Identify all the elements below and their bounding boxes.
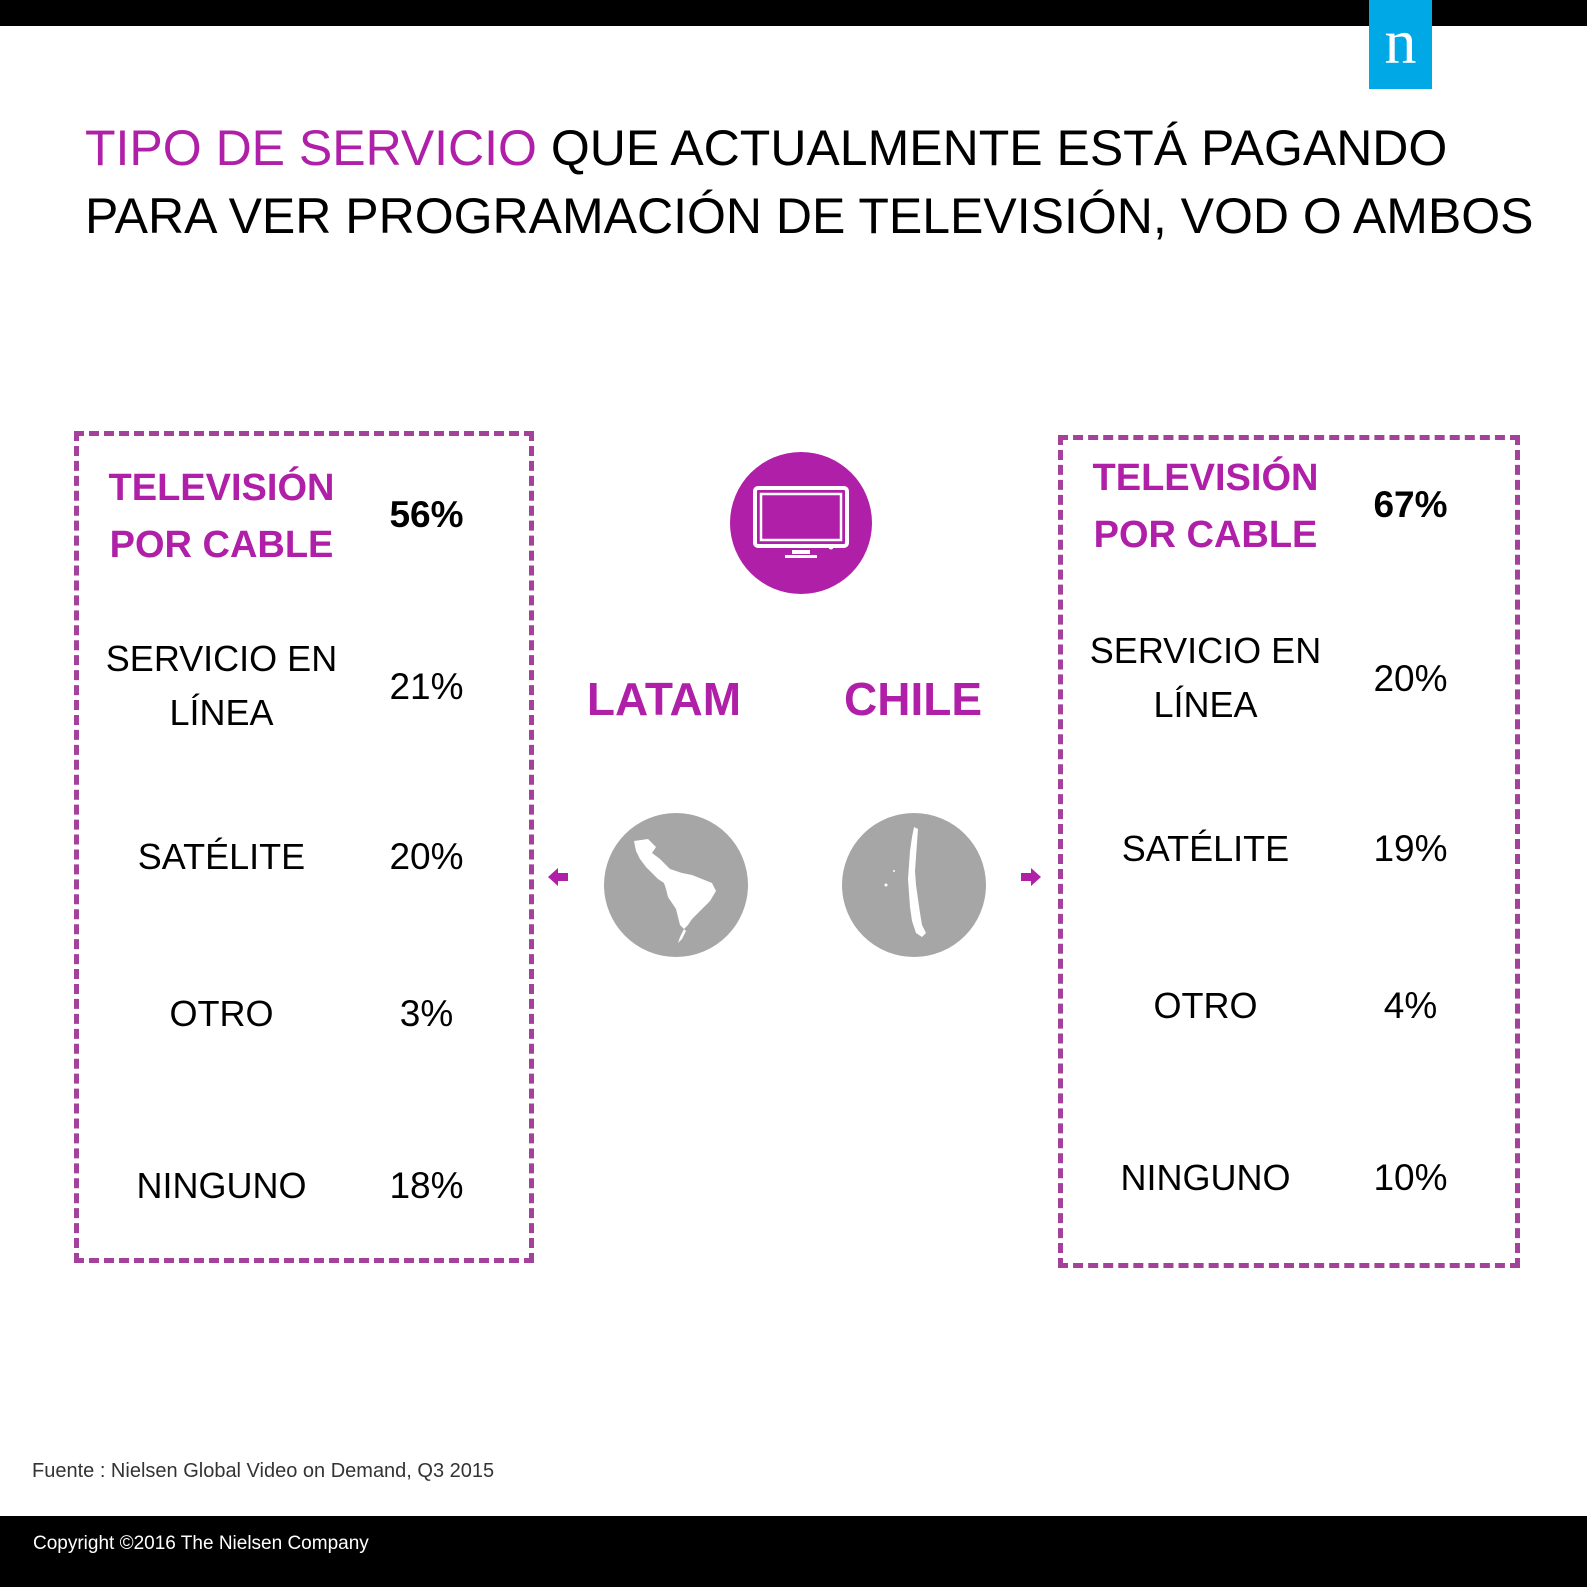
row-value: 20%: [389, 836, 464, 877]
row-label: SATÉLITE: [137, 836, 306, 877]
row-label: NINGUNO: [1120, 1157, 1291, 1198]
bottom-bar: [0, 1516, 1587, 1587]
arrow-left-icon: [548, 866, 570, 893]
row-label: SERVICIO EN LÍNEA: [1089, 630, 1322, 725]
row-value: 20%: [1373, 658, 1448, 699]
row-value: 56%: [389, 494, 464, 535]
title-accent: TIPO DE SERVICIO: [85, 120, 537, 176]
chile-panel: TELEVISIÓN POR CABLE 67% SERVICIO EN LÍNEA…: [1058, 435, 1520, 1268]
chile-map-icon: [842, 813, 986, 957]
page-title: TIPO DE SERVICIO QUE ACTUALMENTE ESTÁ PA…: [85, 114, 1545, 250]
nielsen-logo: n: [1369, 0, 1432, 89]
top-bar: [0, 0, 1587, 26]
latin-america-map-icon: [604, 813, 748, 957]
row-label: SATÉLITE: [1121, 828, 1290, 869]
title-rest-line1: QUE ACTUALMENTE ESTÁ PAGANDO: [536, 120, 1448, 176]
row-label: NINGUNO: [136, 1165, 307, 1206]
row-value: 3%: [399, 993, 454, 1034]
row-value: 4%: [1383, 985, 1438, 1026]
row-value: 18%: [389, 1165, 464, 1206]
logo-letter: n: [1384, 6, 1417, 77]
row-value: 19%: [1373, 828, 1448, 869]
title-line2: PARA VER PROGRAMACIÓN DE TELEVISIÓN, VOD…: [85, 188, 1534, 244]
row-value: 21%: [389, 666, 464, 707]
television-icon: [730, 452, 872, 594]
chile-label: CHILE: [844, 673, 982, 725]
row-label: TELEVISIÓN POR CABLE: [108, 467, 335, 566]
row-label: SERVICIO EN LÍNEA: [105, 638, 338, 733]
source-note: Fuente : Nielsen Global Video on Demand,…: [32, 1460, 495, 1482]
arrow-right-icon: [1019, 866, 1041, 893]
row-value: 10%: [1373, 1157, 1448, 1198]
row-label: OTRO: [1153, 985, 1258, 1026]
latam-panel: TELEVISIÓN POR CABLE 56% SERVICIO EN LÍNEA…: [74, 431, 534, 1263]
row-label: TELEVISIÓN POR CABLE: [1092, 457, 1319, 556]
copyright: Copyright ©2016 The Nielsen Company: [33, 1533, 369, 1554]
row-label: OTRO: [169, 993, 274, 1034]
latam-label: LATAM: [586, 673, 742, 725]
row-value: 67%: [1373, 484, 1448, 525]
